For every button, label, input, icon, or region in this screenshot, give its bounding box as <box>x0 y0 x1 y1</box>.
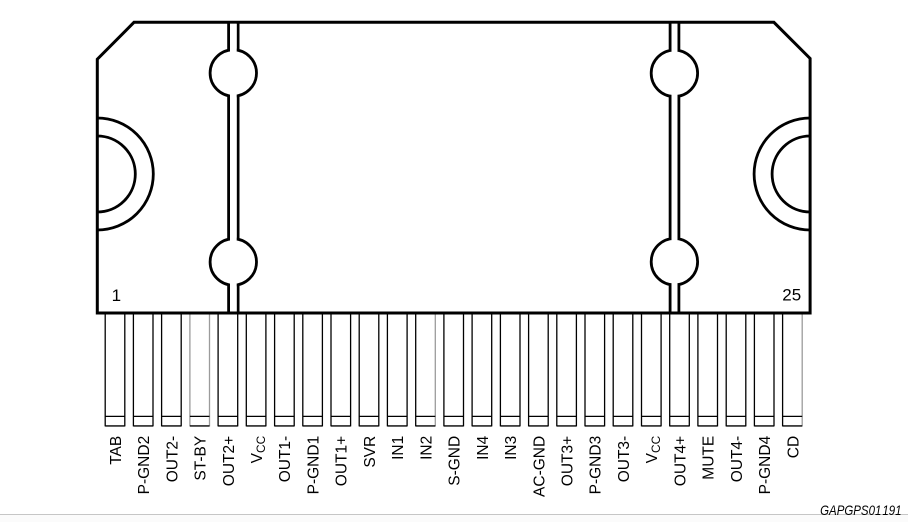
svg-text:CD: CD <box>785 436 802 458</box>
svg-text:P-GND2: P-GND2 <box>136 436 153 495</box>
svg-text:P-GND1: P-GND1 <box>306 436 323 495</box>
svg-text:OUT2+: OUT2+ <box>221 436 238 486</box>
svg-text:OUT2-: OUT2- <box>164 436 181 483</box>
svg-text:OUT3-: OUT3- <box>616 436 633 483</box>
svg-text:VCC: VCC <box>249 435 268 463</box>
svg-text:IN4: IN4 <box>475 435 492 460</box>
svg-text:VCC: VCC <box>644 435 663 463</box>
svg-text:OUT4+: OUT4+ <box>672 436 689 486</box>
svg-text:GAPGPS01191: GAPGPS01191 <box>820 502 901 518</box>
svg-text:OUT1-: OUT1- <box>277 436 294 483</box>
svg-text:1: 1 <box>112 286 121 305</box>
svg-text:AC-GND: AC-GND <box>531 436 548 497</box>
svg-text:OUT3+: OUT3+ <box>560 436 577 486</box>
svg-text:IN3: IN3 <box>503 436 520 460</box>
svg-text:P-GND3: P-GND3 <box>588 436 605 495</box>
svg-text:25: 25 <box>782 286 801 305</box>
svg-text:ST-BY: ST-BY <box>193 436 210 481</box>
svg-text:SVR: SVR <box>362 436 379 468</box>
svg-text:P-GND4: P-GND4 <box>757 435 774 494</box>
svg-text:OUT1+: OUT1+ <box>334 436 351 486</box>
svg-text:S-GND: S-GND <box>447 436 464 486</box>
svg-text:IN1: IN1 <box>390 436 407 460</box>
svg-text:OUT4-: OUT4- <box>729 436 746 483</box>
svg-text:MUTE: MUTE <box>701 436 718 480</box>
svg-text:IN2: IN2 <box>418 436 435 460</box>
svg-text:TAB: TAB <box>108 436 125 465</box>
